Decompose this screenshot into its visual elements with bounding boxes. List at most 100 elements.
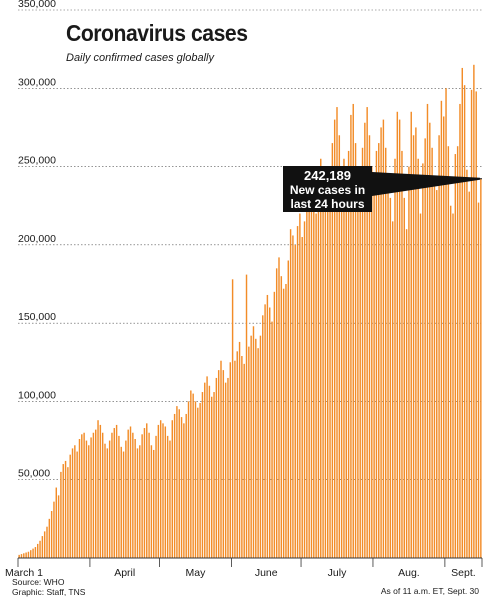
bar bbox=[461, 67, 463, 558]
y-tick-label: 250,000 bbox=[18, 155, 56, 167]
y-tick-label: 300,000 bbox=[18, 76, 56, 88]
bar bbox=[449, 205, 452, 558]
bar bbox=[443, 116, 445, 559]
bar bbox=[39, 540, 41, 558]
bar bbox=[470, 89, 473, 558]
bar bbox=[259, 335, 262, 558]
bar bbox=[111, 432, 113, 558]
bar bbox=[412, 135, 415, 558]
bar bbox=[322, 174, 324, 558]
x-tick-label: June bbox=[255, 567, 278, 579]
bar bbox=[336, 107, 338, 559]
bar bbox=[301, 237, 303, 558]
bar bbox=[345, 174, 347, 558]
bar bbox=[23, 553, 25, 558]
bar bbox=[419, 213, 422, 559]
bar bbox=[187, 401, 190, 558]
bar bbox=[215, 377, 218, 558]
bar bbox=[338, 135, 341, 558]
bar bbox=[380, 127, 382, 558]
callout-pointer bbox=[372, 172, 482, 196]
x-tick-label: Sept. bbox=[451, 567, 476, 579]
bar bbox=[375, 150, 378, 558]
bar bbox=[275, 268, 278, 558]
bar bbox=[71, 448, 74, 558]
bar bbox=[192, 393, 194, 558]
x-tick-label: March 1 bbox=[5, 567, 43, 579]
bar bbox=[278, 257, 280, 558]
bar bbox=[25, 552, 27, 558]
chart-title: Coronavirus cases bbox=[66, 20, 248, 46]
bar bbox=[255, 338, 257, 558]
bar bbox=[324, 205, 327, 558]
bar bbox=[234, 360, 236, 558]
bar bbox=[271, 321, 273, 558]
bar bbox=[468, 191, 470, 558]
bar bbox=[280, 276, 283, 558]
bar bbox=[118, 435, 120, 558]
bar bbox=[213, 392, 215, 558]
y-tick-labels: 50,000 100,000 150,000 200,000 250,000 300,00… bbox=[18, 0, 56, 480]
bar bbox=[78, 439, 81, 558]
bar bbox=[173, 413, 176, 558]
bar bbox=[178, 409, 180, 558]
bar bbox=[382, 119, 385, 558]
bar bbox=[250, 335, 252, 558]
bar bbox=[480, 178, 482, 559]
bar bbox=[354, 143, 357, 559]
bar bbox=[422, 163, 424, 558]
bar bbox=[220, 360, 222, 558]
bar bbox=[162, 423, 164, 558]
bar bbox=[134, 439, 136, 558]
bar bbox=[289, 229, 292, 558]
bar bbox=[357, 169, 359, 558]
bar bbox=[67, 467, 69, 558]
bar bbox=[299, 213, 301, 559]
bar bbox=[76, 451, 78, 558]
bar bbox=[159, 420, 162, 558]
bar bbox=[85, 440, 88, 558]
bar bbox=[459, 103, 461, 558]
bar bbox=[104, 443, 106, 558]
bar bbox=[18, 554, 20, 558]
bar bbox=[473, 64, 475, 559]
bar bbox=[180, 417, 183, 558]
bar bbox=[243, 363, 245, 558]
bar bbox=[359, 197, 361, 558]
bar bbox=[164, 426, 167, 558]
bar bbox=[410, 111, 412, 559]
bar bbox=[347, 150, 350, 558]
source-credit: Source: WHO Graphic: Staff, TNS bbox=[12, 577, 85, 597]
bar bbox=[285, 284, 287, 558]
bar bbox=[333, 119, 336, 558]
y-tick-label: 50,000 bbox=[18, 468, 50, 480]
bar bbox=[227, 377, 229, 558]
bar bbox=[74, 445, 76, 558]
bar bbox=[201, 392, 204, 558]
bar bbox=[282, 288, 285, 558]
bar bbox=[53, 501, 55, 558]
bar bbox=[245, 274, 248, 558]
bar bbox=[350, 114, 352, 558]
bar bbox=[387, 182, 389, 558]
bar bbox=[440, 100, 443, 558]
bar bbox=[306, 197, 308, 558]
bar bbox=[115, 424, 118, 558]
bar bbox=[176, 406, 178, 558]
bar bbox=[429, 122, 431, 558]
bar bbox=[292, 235, 294, 558]
bar bbox=[296, 226, 299, 558]
callout-value: 242,189 bbox=[304, 168, 351, 183]
bar bbox=[252, 326, 255, 558]
bar bbox=[403, 197, 405, 558]
bar bbox=[308, 194, 310, 559]
x-axis: March 1 April May June July Aug. Sept. bbox=[5, 557, 483, 579]
bar bbox=[34, 547, 37, 558]
bar bbox=[132, 432, 134, 558]
bar bbox=[373, 182, 375, 558]
bar bbox=[264, 304, 266, 558]
bar bbox=[366, 107, 368, 559]
bar bbox=[438, 135, 440, 558]
bar bbox=[433, 182, 436, 558]
bar bbox=[64, 460, 67, 558]
